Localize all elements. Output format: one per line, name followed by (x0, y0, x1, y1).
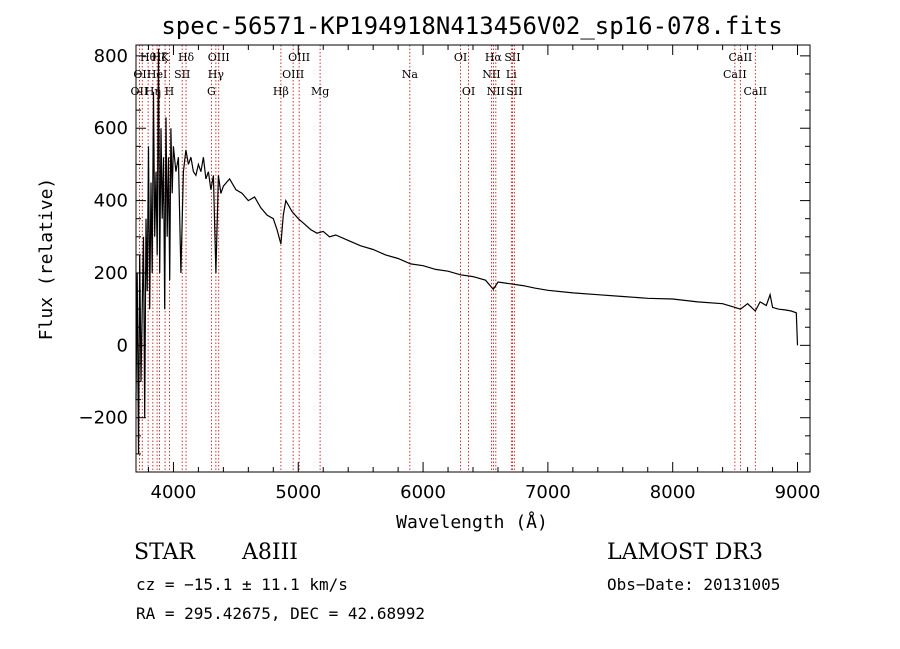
x-tick-label: 6000 (400, 482, 446, 503)
spectral-line-label: Hγ (208, 68, 225, 81)
spectral-line-label: OI (454, 51, 467, 64)
spectral-line-label: Li (506, 68, 517, 81)
spectral-line-label: OII (131, 85, 149, 98)
chart-title: spec-56571-KP194918N413456V02_sp16-078.f… (161, 12, 782, 40)
y-tick-label: 200 (94, 263, 128, 284)
y-tick-label: 400 (94, 191, 128, 212)
spectral-line-label: OIII (288, 51, 310, 64)
x-tick-label: 7000 (525, 482, 571, 503)
flux-series-line (135, 48, 799, 454)
y-axis-label: Flux (relative) (36, 178, 57, 341)
y-tick-label: −200 (79, 408, 128, 429)
spectral-line-label: G (207, 85, 216, 98)
spectral-line-label: SII (504, 51, 520, 64)
spectral-line-label: Hβ (273, 85, 289, 98)
obs-date: Obs−Date: 20131005 (607, 575, 781, 594)
spectral-line-label: CaII (723, 68, 747, 81)
spectral-line-label: OI (462, 85, 475, 98)
x-axis-label: Wavelength (Å) (396, 511, 548, 533)
x-tick-label: 8000 (650, 482, 696, 503)
spectral-line-label: SII (506, 85, 522, 98)
spectral-line-label: Hζ (152, 51, 168, 64)
x-tick-label: 9000 (775, 482, 821, 503)
spectral-line-label: NII (482, 68, 500, 81)
spectral-line-label: SII (174, 68, 190, 81)
spectral-line-label: Hδ (178, 51, 195, 64)
y-tick-label: 800 (94, 46, 128, 67)
object-class: STAR (134, 540, 195, 565)
spectral-line-markers: OIIOIIHθHηHeIHζKHSIIHδGHγOIIIHβOIIIOIIIM… (131, 45, 767, 472)
spectral-line-label: H (165, 85, 175, 98)
spectral-line-label: Hθ (140, 51, 157, 64)
spectral-line-label: NII (487, 85, 505, 98)
spectral-line-label: OIII (208, 51, 230, 64)
y-tick-label: 0 (117, 335, 128, 356)
spectral-line-label: Na (402, 68, 419, 81)
spectral-line-label: OIII (282, 68, 304, 81)
survey-name: LAMOST DR3 (607, 540, 763, 565)
plot-frame (135, 44, 811, 473)
spectral-line-label: OII (133, 68, 151, 81)
spectral-line-label: CaII (729, 51, 753, 64)
spectral-line-label: K (161, 51, 170, 64)
x-tick-label: 4000 (151, 482, 197, 503)
spectral-line-label: Mg (311, 85, 329, 98)
x-tick-label: 5000 (275, 482, 321, 503)
redshift-text: cz = −15.1 ± 11.1 km/s (136, 575, 348, 594)
y-tick-label: 600 (94, 118, 128, 139)
object-subclass: A8III (242, 540, 298, 565)
spectral-line-label: HeI (147, 68, 167, 81)
spectral-line-label: Hα (485, 51, 503, 64)
spectral-line-label: CaII (743, 85, 767, 98)
axis-ticks: 4000 5000 6000 7000 8000 9000 −200 0 200 400 600 80… (79, 45, 821, 503)
coordinates-text: RA = 295.42675, DEC = 42.68992 (136, 604, 425, 623)
